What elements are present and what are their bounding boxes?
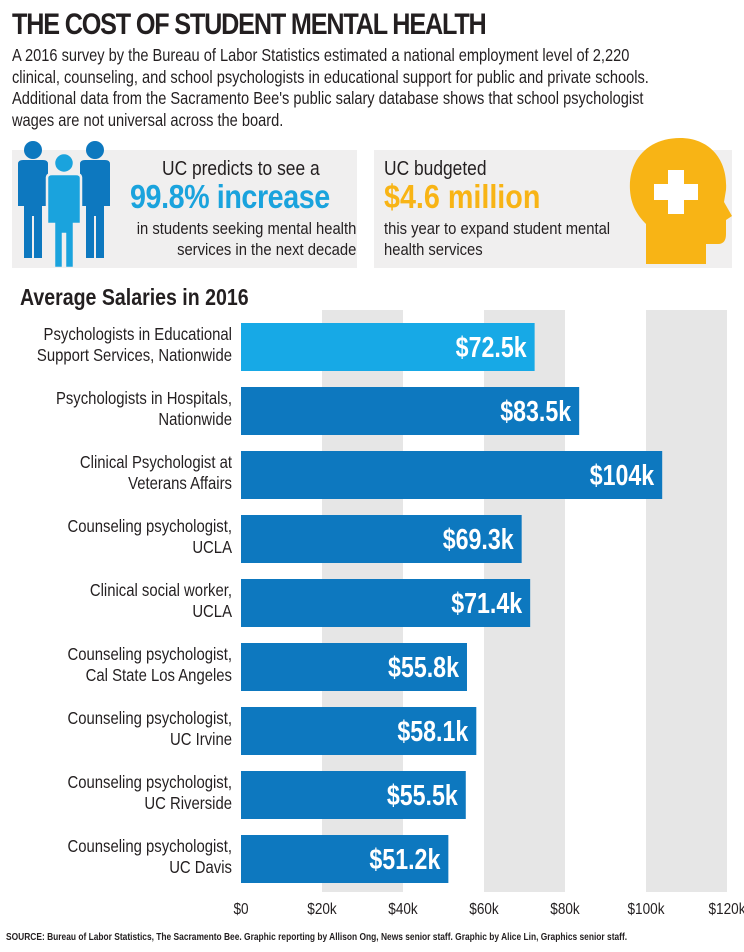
callout-left-highlight: 99.8% increase [130, 178, 330, 215]
bar [241, 707, 477, 755]
category-label: Cal State Los Angeles [86, 666, 232, 685]
category-label: Counseling psychologist, [68, 773, 232, 792]
grid-band [646, 310, 727, 892]
category-label: Clinical Psychologist at [80, 453, 233, 472]
category-label: Counseling psychologist, [68, 709, 232, 728]
bar [241, 387, 580, 435]
bar [241, 771, 466, 819]
intro-line: A 2016 survey by the Bureau of Labor Sta… [12, 45, 630, 65]
callout-left-detail-line: in students seeking mental health [136, 219, 357, 238]
x-tick-label: $80k [550, 901, 580, 918]
x-tick-label: $120k [708, 901, 744, 918]
category-label: Counseling psychologist, [68, 517, 232, 536]
bar-value-label: $69.3k [443, 522, 514, 555]
salary-bar-chart: $72.5k $83.5k $104k $69.3k $71.4k $55.8k $58.1… [37, 310, 744, 918]
category-label: UC Riverside [144, 794, 232, 813]
x-tick-label: $0 [233, 901, 248, 918]
chart-x-ticks: $0 $20k $40k $60k $80k $100k $120k [233, 901, 744, 918]
chart-category-labels: Psychologists in Educational Support Serv… [37, 325, 233, 877]
category-label: Counseling psychologist, [68, 837, 232, 856]
bar-value-label: $55.5k [387, 778, 458, 811]
callout-budget: UC budgeted $4.6 million this year to ex… [374, 138, 732, 268]
source-credit: SOURCE: Bureau of Labor Statistics, The … [6, 931, 628, 943]
page-title: THE COST OF STUDENT MENTAL HEALTH [12, 8, 487, 41]
x-tick-label: $100k [627, 901, 665, 918]
category-label: UC Irvine [170, 730, 232, 749]
bar-value-label: $104k [590, 458, 655, 491]
callout-left-line1: UC predicts to see a [162, 158, 320, 180]
category-label: Psychologists in Hospitals, [56, 389, 232, 408]
callout-right-detail: this year to expand student mental healt… [384, 218, 636, 260]
category-label: UCLA [192, 538, 232, 557]
intro-line: Additional data from the Sacramento Bee'… [12, 88, 644, 108]
intro-text: A 2016 survey by the Bureau of Labor Sta… [12, 45, 730, 131]
chart-bars: $72.5k $83.5k $104k $69.3k $71.4k $55.8k $58.1… [241, 323, 663, 883]
category-label: Psychologists in Educational [44, 325, 232, 344]
bar [241, 451, 663, 499]
chart-title: Average Salaries in 2016 [20, 284, 249, 310]
intro-line: clinical, counseling, and school psychol… [12, 66, 649, 87]
bar-value-label: $51.2k [369, 842, 440, 875]
bar-value-label: $58.1k [397, 714, 468, 747]
intro-line: wages are not universal across the board… [12, 109, 284, 130]
bar [241, 579, 531, 627]
x-tick-label: $60k [469, 901, 499, 918]
bar-value-label: $55.8k [388, 650, 459, 683]
callout-right-detail-line: health services [384, 240, 483, 259]
bar-value-label: $72.5k [456, 330, 527, 363]
callout-right-line1: UC budgeted [384, 158, 487, 180]
head-with-cross-icon [629, 138, 732, 264]
category-label: Nationwide [158, 410, 232, 429]
category-label: UCLA [192, 602, 232, 621]
category-label: Counseling psychologist, [68, 645, 232, 664]
category-label: Support Services, Nationwide [37, 346, 232, 365]
callout-right-highlight: $4.6 million [384, 178, 541, 215]
callout-left-detail-line: services in the next decade [177, 240, 357, 259]
bar-value-label: $83.5k [500, 394, 571, 427]
callout-increase: UC predicts to see a 99.8% increase in s… [12, 141, 357, 268]
category-label: UC Davis [169, 858, 232, 877]
people-icon [18, 141, 110, 268]
x-tick-label: $40k [388, 901, 418, 918]
category-label: Veterans Affairs [128, 474, 232, 493]
bar [241, 515, 522, 563]
callout-right-detail-line: this year to expand student mental [384, 219, 611, 238]
x-tick-label: $20k [307, 901, 337, 918]
bar-value-label: $71.4k [451, 586, 522, 619]
callout-left-detail: in students seeking mental health servic… [104, 218, 357, 260]
bar [241, 323, 535, 371]
category-label: Clinical social worker, [90, 581, 232, 600]
bar [241, 643, 467, 691]
bar [241, 835, 449, 883]
